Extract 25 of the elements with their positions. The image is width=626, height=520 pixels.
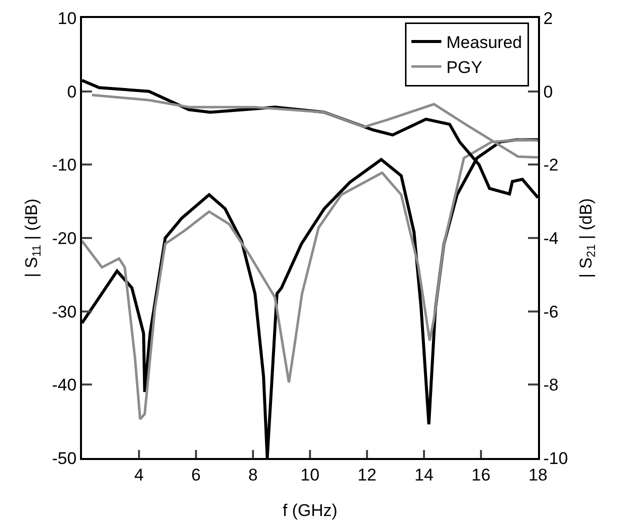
y2-tick-label: 0 xyxy=(543,82,553,102)
x-tick-label: 6 xyxy=(191,465,201,484)
x-tick-label: 10 xyxy=(300,465,320,484)
y-tick-label: -20 xyxy=(52,228,77,248)
y2-tick-label: -6 xyxy=(543,302,559,322)
x-tick-label: 8 xyxy=(248,465,258,484)
x-tick-label: 12 xyxy=(358,465,376,484)
y-tick-label: -10 xyxy=(52,156,77,175)
legend-label: Measured xyxy=(446,33,522,52)
x-axis-title: f (GHz) xyxy=(282,501,338,520)
y-tick-label: 10 xyxy=(58,8,77,28)
y-tick-label: -40 xyxy=(52,376,77,395)
y2-tick-label: -10 xyxy=(543,448,568,468)
y2-tick-label: -2 xyxy=(543,156,559,175)
x-tick-label: 4 xyxy=(134,465,144,484)
y-tick-label: -50 xyxy=(52,448,77,468)
y-tick-label: 0 xyxy=(67,82,77,102)
y2-tick-label: -8 xyxy=(543,376,559,395)
y2-tick-label: 2 xyxy=(543,8,553,28)
y2-tick-label: -4 xyxy=(543,228,559,248)
y-tick-label: -30 xyxy=(52,302,77,322)
x-tick-label: 14 xyxy=(414,465,434,484)
legend-label: PGY xyxy=(446,58,482,78)
x-tick-label: 18 xyxy=(528,465,548,484)
x-tick-label: 16 xyxy=(472,465,490,484)
